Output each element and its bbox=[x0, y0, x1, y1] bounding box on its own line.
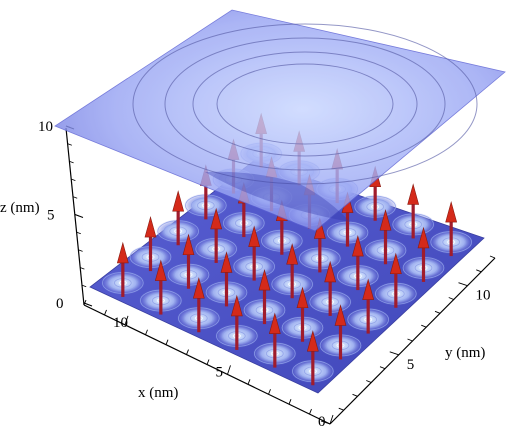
spin-arrow bbox=[351, 234, 364, 291]
y-tick-label: 10 bbox=[476, 288, 491, 304]
y-axis-label: y (nm) bbox=[445, 345, 485, 361]
y-tick bbox=[338, 407, 344, 411]
y-tick bbox=[489, 255, 496, 259]
spin-arrow bbox=[230, 294, 243, 350]
top-contour-ring bbox=[216, 63, 394, 145]
y-tick bbox=[389, 351, 399, 356]
y-tick bbox=[421, 324, 427, 328]
x-axis-label: x (nm) bbox=[138, 385, 178, 401]
x-tick bbox=[268, 389, 271, 395]
spin-arrow bbox=[334, 304, 347, 360]
z-minor-tick bbox=[69, 161, 74, 164]
spin-arrow bbox=[362, 278, 375, 334]
spin-arrow bbox=[286, 243, 299, 299]
spin-arrow bbox=[182, 233, 195, 289]
y-tick bbox=[448, 297, 454, 300]
spin-arrow bbox=[192, 277, 205, 333]
x-tick bbox=[288, 398, 292, 405]
x-tick bbox=[145, 329, 148, 335]
x-tick bbox=[206, 359, 210, 365]
y-tick bbox=[366, 380, 372, 383]
x-tick-label: 0 bbox=[318, 414, 326, 427]
z-tick-label: 0 bbox=[56, 296, 64, 312]
top-contour-ring bbox=[192, 51, 418, 157]
x-tick bbox=[83, 299, 87, 306]
z-minor-tick bbox=[73, 196, 78, 199]
z-minor-tick bbox=[82, 284, 87, 288]
top-contour-ring bbox=[164, 37, 446, 171]
spin-arrow bbox=[210, 207, 223, 263]
y-tick bbox=[379, 366, 386, 370]
spin-arrow bbox=[306, 330, 319, 386]
spin-arrow bbox=[389, 252, 402, 308]
z-minor-tick bbox=[76, 231, 81, 235]
x-tick bbox=[186, 349, 189, 355]
spin-arrow bbox=[154, 259, 167, 315]
x-tick-label: 5 bbox=[216, 364, 224, 380]
z-tick-label: 10 bbox=[38, 119, 53, 135]
z-tick-label: 5 bbox=[47, 208, 55, 224]
spin-arrow bbox=[445, 200, 458, 257]
spin-arrow bbox=[220, 251, 233, 307]
y-axis-ticks: 0 5 10 bbox=[320, 255, 496, 427]
spin-arrow bbox=[324, 260, 337, 316]
z-axis-label: z (nm) bbox=[0, 200, 40, 216]
y-tick-label: 5 bbox=[407, 357, 415, 373]
z-axis-ticks: 0 5 10 bbox=[38, 119, 93, 312]
spin-arrow bbox=[268, 312, 281, 368]
spin-arrow bbox=[116, 241, 129, 297]
z-minor-tick bbox=[67, 143, 72, 146]
x-tick bbox=[227, 365, 231, 375]
x-tick bbox=[309, 408, 312, 415]
spin-arrow bbox=[407, 183, 420, 239]
x-tick bbox=[165, 339, 169, 345]
y-tick bbox=[352, 393, 358, 397]
spin-arrow bbox=[296, 286, 309, 342]
x-tick bbox=[329, 414, 334, 425]
spin-arrow bbox=[258, 268, 271, 325]
z-minor-tick bbox=[80, 267, 85, 270]
y-tick bbox=[320, 420, 331, 425]
z-axis-line bbox=[65, 127, 85, 306]
z-minor-tick bbox=[74, 214, 80, 217]
z-minor-tick bbox=[78, 249, 83, 252]
x-tick-label: 10 bbox=[113, 315, 128, 331]
top-surface bbox=[54, 9, 506, 232]
spin-arrow bbox=[248, 225, 261, 281]
y-tick bbox=[434, 310, 441, 314]
top-surface-shadow bbox=[205, 171, 350, 222]
spin-arrow bbox=[379, 209, 392, 265]
x-tick bbox=[124, 315, 129, 325]
x-tick bbox=[247, 379, 251, 385]
spin-arrow bbox=[144, 215, 157, 272]
spin-arrow bbox=[417, 226, 430, 282]
z-minor-tick bbox=[71, 178, 76, 181]
y-tick bbox=[458, 282, 468, 287]
x-tick bbox=[104, 309, 107, 316]
x-axis-ticks: 0 5 10 bbox=[83, 299, 334, 427]
y-tick bbox=[407, 338, 413, 342]
y-tick bbox=[476, 269, 482, 273]
spin-arrow bbox=[172, 190, 185, 246]
top-contour-ring bbox=[132, 23, 478, 185]
